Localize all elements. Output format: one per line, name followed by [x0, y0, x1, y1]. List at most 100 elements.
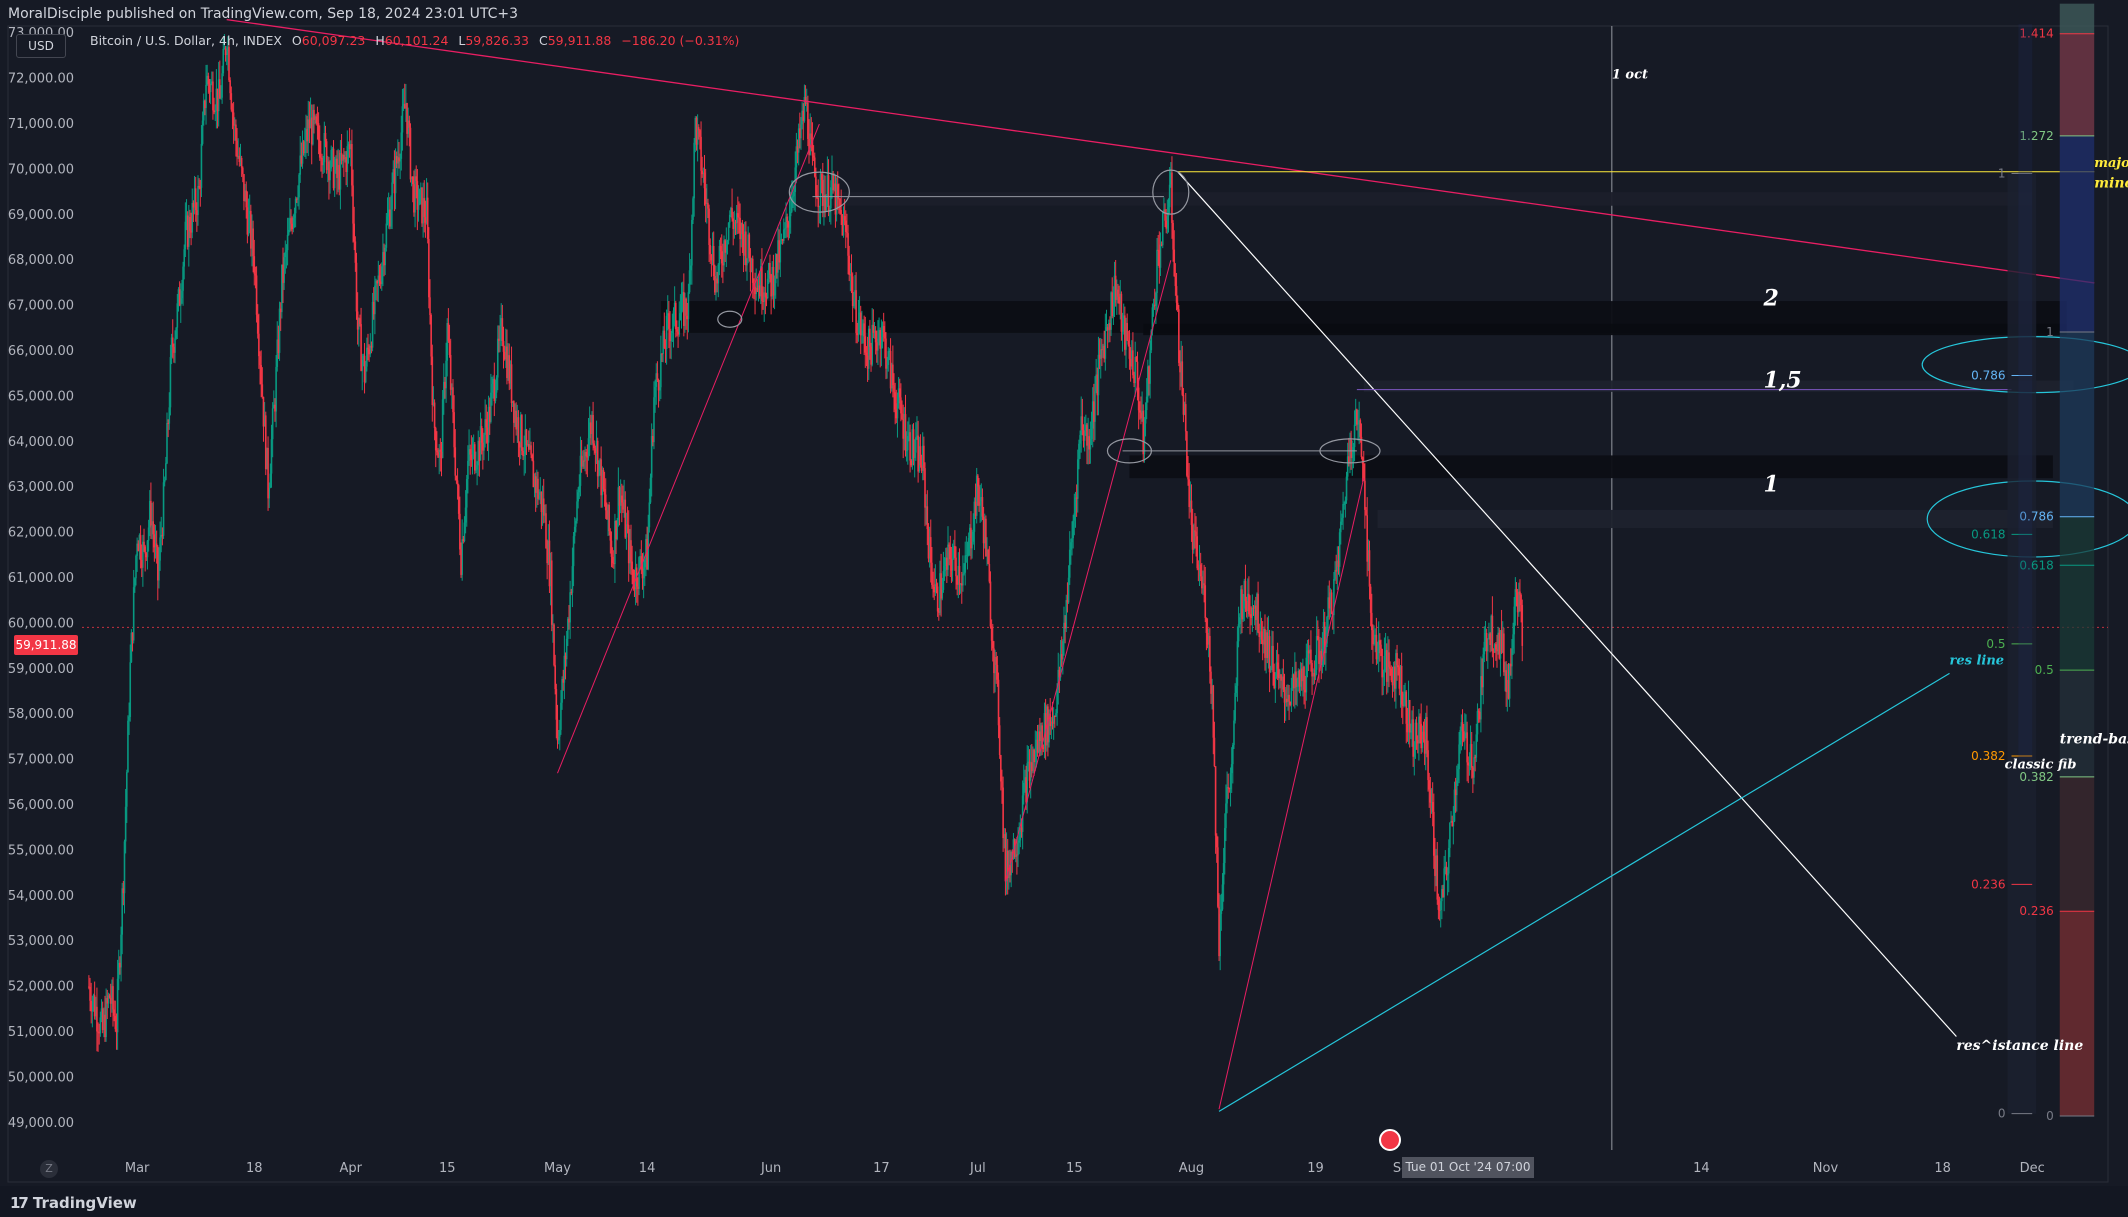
candle-body [751, 258, 754, 283]
candle-body [929, 537, 932, 563]
candle-body [593, 443, 596, 449]
candle-body [678, 320, 681, 335]
candle-body [235, 124, 237, 141]
candle-body [339, 152, 342, 190]
trend-fib-band [2059, 911, 2095, 1116]
candle-body [1419, 716, 1421, 724]
classic-fib-label: 0.786 [1971, 369, 2005, 383]
candle-body [733, 222, 736, 229]
zoom-button[interactable]: Z [40, 1160, 58, 1178]
candle-body [160, 534, 163, 538]
candle-body [873, 330, 876, 333]
y-tick-label: 72,000.00 [8, 72, 74, 87]
candle-body [1345, 476, 1348, 501]
candle-body [123, 841, 126, 894]
candle-body [955, 557, 957, 577]
candle-body [267, 447, 269, 499]
candle-body [351, 144, 353, 186]
candle-body [1195, 531, 1197, 537]
candle-body [439, 449, 442, 452]
candle-body [1400, 665, 1403, 705]
candle-body [1305, 657, 1308, 693]
candle-body [230, 93, 233, 110]
candle-body [219, 79, 221, 99]
candle-body [558, 729, 561, 737]
candle-body [1153, 304, 1156, 306]
candle-body [1326, 616, 1328, 644]
candle-body [422, 198, 424, 224]
candle-body [1196, 536, 1199, 569]
candle-body [971, 541, 973, 549]
candle-body [1369, 586, 1372, 613]
candle-body [785, 216, 787, 229]
candle-body [773, 283, 776, 296]
candle-body [1183, 404, 1186, 415]
candle-body [438, 449, 440, 458]
tradingview-logo[interactable]: 17 TradingView [10, 1194, 137, 1212]
candle-body [1245, 601, 1248, 612]
candle-body [1001, 781, 1003, 788]
candle-body [786, 216, 788, 223]
candle-body [434, 428, 437, 451]
candle-body [457, 485, 460, 514]
candle-body [668, 313, 670, 329]
currency-button[interactable]: USD [16, 34, 66, 58]
candle-body [684, 298, 686, 326]
candle-body [1147, 366, 1149, 397]
candle-body [1452, 821, 1455, 827]
candle-body [1435, 855, 1437, 876]
candle-body [1289, 701, 1292, 705]
candle-body [780, 238, 783, 241]
candle-body [162, 482, 165, 536]
x-tick-label: Dec [2020, 1161, 2045, 1176]
candle-body [1495, 644, 1497, 650]
candle-body [112, 986, 114, 1010]
candle-body [1476, 711, 1479, 735]
candle-body [379, 281, 382, 285]
candle-body [833, 183, 836, 191]
candle-body [202, 100, 205, 121]
candle-body [175, 327, 177, 339]
candle-body [540, 491, 543, 513]
x-tick-label: 15 [439, 1161, 456, 1176]
candle-body [106, 998, 109, 1004]
candle-body [378, 275, 381, 282]
price-chart[interactable]: 49,000.00 50,000.00 51,000.00 52,000.00 53,0… [0, 0, 2128, 1186]
candle-body [1225, 803, 1227, 829]
candle-body [1168, 184, 1171, 208]
candle-body [626, 524, 629, 526]
candle-body [487, 406, 490, 443]
circle-jul-mid [1106, 438, 1153, 464]
candle-body [477, 440, 480, 466]
candle-body [174, 338, 176, 353]
candle-body [1404, 691, 1406, 694]
candle-body [1393, 666, 1396, 689]
candle-body [1298, 670, 1301, 687]
candle-body [129, 662, 132, 717]
candle-body [1412, 719, 1414, 757]
candle-body [614, 520, 616, 565]
candle-body [1444, 866, 1447, 869]
candle-body [1295, 671, 1297, 688]
candle-body [637, 586, 639, 589]
candle-body [413, 184, 415, 213]
candle-body [580, 455, 583, 467]
candle-body [1288, 694, 1290, 702]
candle-body [1191, 524, 1194, 550]
candle-body [552, 624, 554, 626]
candle-body [1010, 851, 1012, 876]
candle-body [1500, 630, 1503, 653]
candle-body [364, 366, 367, 383]
candle-body [819, 174, 822, 207]
us-flag-event-icon[interactable] [1379, 1129, 1401, 1151]
candle-body [1264, 628, 1266, 658]
candle-body [1273, 672, 1275, 689]
candle-body [1391, 680, 1394, 686]
candle-body [943, 566, 946, 572]
candle-body [1167, 207, 1170, 217]
candle-body [904, 414, 907, 451]
candle-body [746, 258, 748, 266]
candle-body [702, 172, 705, 175]
candle-body [1187, 475, 1189, 480]
candle-body [592, 415, 594, 444]
